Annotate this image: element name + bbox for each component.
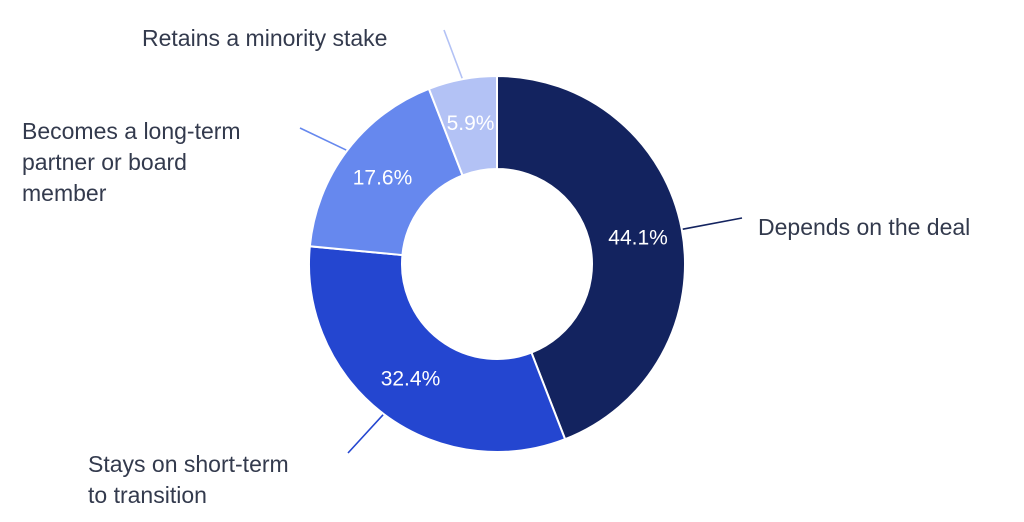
slice-category-label: Depends on the deal (758, 214, 970, 240)
leader-line (347, 414, 384, 454)
slice-value-label: 32.4% (381, 367, 441, 390)
donut-slice (496, 74, 686, 441)
donut-slice (308, 87, 464, 257)
leader-line (682, 217, 743, 230)
slice-category-label: Retains a minority stake (142, 25, 387, 51)
slice-category-label: Stays on short-term to transition (88, 451, 289, 508)
slice-value-label: 17.6% (353, 166, 413, 189)
slice-value-label: 44.1% (608, 227, 668, 250)
donut-slice (427, 74, 498, 177)
donut-slice (308, 245, 567, 453)
slice-category-label: Becomes a long-term partner or board membe… (22, 118, 241, 206)
leader-line (299, 127, 347, 151)
slice-value-label: 5.9% (447, 112, 495, 135)
leader-line (443, 29, 463, 79)
